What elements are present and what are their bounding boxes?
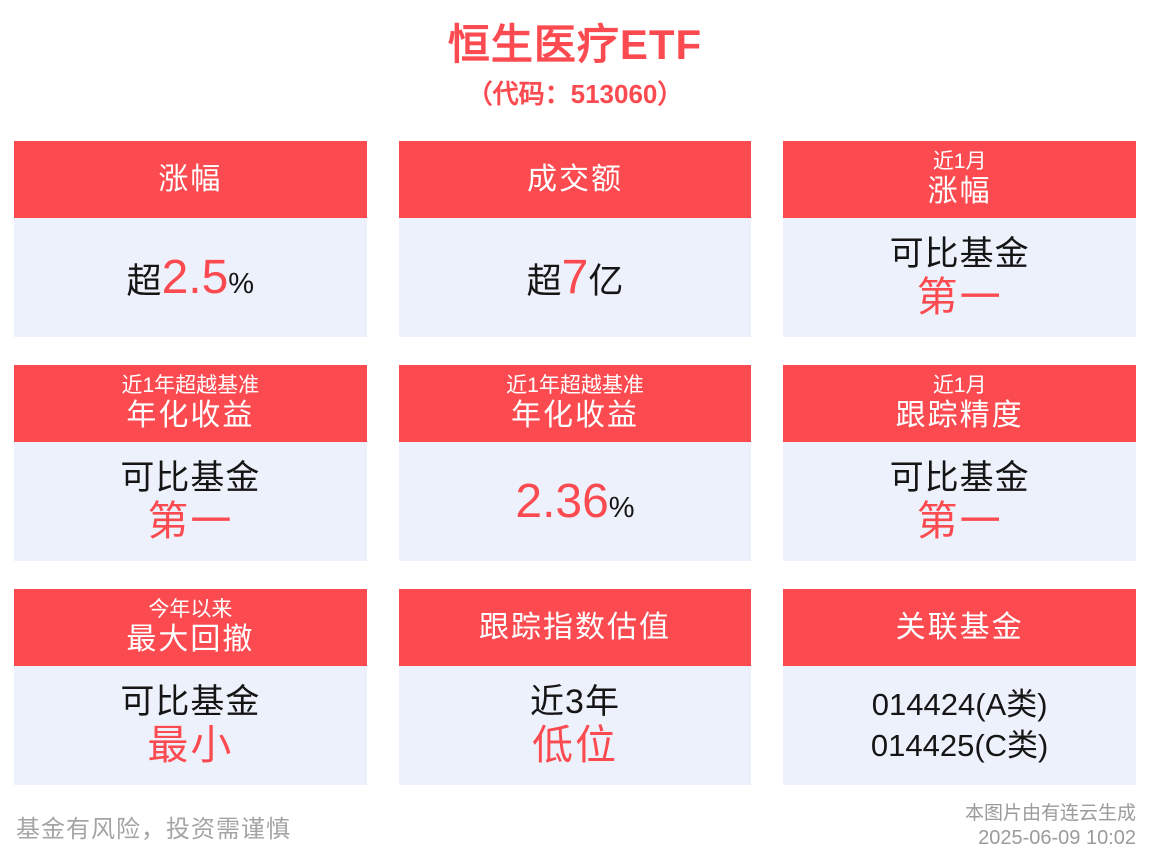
card-index-valuation: 跟踪指数估值 近3年 低位: [398, 589, 752, 785]
card-1y-excess-return-value: 近1年超越基准 年化收益 2.36%: [398, 365, 752, 561]
stat-line: 超2.5%: [127, 250, 255, 305]
footer-source: 本图片由有连云生成: [964, 803, 1136, 825]
card-related-funds: 关联基金 014424(A类) 014425(C类): [783, 589, 1136, 785]
card-header: 近1年超越基准 年化收益: [14, 365, 367, 442]
card-header-subtitle: 今年以来: [148, 597, 233, 621]
card-header: 关联基金: [783, 589, 1136, 666]
card-header-title: 涨幅: [158, 162, 223, 196]
footer-timestamp: 2025-06-09 10:02: [978, 826, 1136, 849]
stat-label: 近3年: [530, 682, 620, 721]
stat-highlight: 低位: [531, 722, 618, 769]
card-header-title: 年化收益: [510, 399, 639, 433]
card-change: 涨幅 超2.5%: [14, 141, 367, 337]
stat-prefix: 超: [126, 261, 162, 301]
footer-disclaimer: 基金有风险，投资需谨慎: [16, 816, 291, 843]
card-header: 近1月 跟踪精度: [783, 365, 1136, 442]
card-header: 涨幅: [14, 141, 367, 218]
stat-unit: %: [228, 267, 255, 300]
card-1m-change-rank: 近1月 涨幅 可比基金 第一: [783, 141, 1136, 337]
stat-unit: 亿: [588, 261, 624, 301]
fund-code-a: 014424(A类): [871, 687, 1048, 723]
card-header-title: 成交额: [526, 162, 623, 196]
footer-attribution: 本图片由有连云生成 2025-06-09 10:02: [965, 802, 1136, 850]
card-body: 近3年 低位: [398, 666, 752, 785]
stat-unit: %: [608, 491, 635, 524]
stat-label: 可比基金: [889, 458, 1030, 497]
stat-value: 7: [561, 250, 589, 304]
stat-highlight: 最小: [147, 722, 234, 769]
stat-value: 2.36: [515, 474, 609, 528]
stats-grid: 涨幅 超2.5% 成交额 超7亿 近1月 涨幅 可比基金 第一: [14, 141, 1136, 785]
card-header: 近1年超越基准 年化收益: [398, 365, 752, 442]
page-subtitle: （代码：513060）: [466, 79, 684, 110]
card-header-title: 涨幅: [927, 175, 992, 209]
stat-value: 2.5: [161, 250, 229, 304]
card-header-title: 关联基金: [895, 610, 1024, 644]
stat-label: 可比基金: [120, 458, 261, 497]
card-body: 014424(A类) 014425(C类): [783, 666, 1136, 785]
stat-label: 可比基金: [120, 682, 261, 721]
card-body: 可比基金 第一: [783, 442, 1136, 561]
card-body: 超2.5%: [14, 218, 367, 337]
stat-line: 超7亿: [527, 250, 624, 305]
card-1y-excess-return-rank: 近1年超越基准 年化收益 可比基金 第一: [14, 365, 367, 561]
card-header: 今年以来 最大回撤: [14, 589, 367, 666]
card-header-title: 最大回撤: [126, 623, 255, 657]
card-header: 近1月 涨幅: [783, 141, 1136, 218]
card-header-subtitle: 近1年超越基准: [506, 373, 644, 397]
card-1m-tracking-rank: 近1月 跟踪精度 可比基金 第一: [783, 365, 1136, 561]
card-header-title: 年化收益: [126, 399, 255, 433]
fund-code-c: 014425(C类): [870, 727, 1049, 763]
card-body: 可比基金 最小: [14, 666, 367, 785]
card-body: 可比基金 第一: [783, 218, 1136, 337]
stat-label: 可比基金: [889, 234, 1030, 273]
page-title: 恒生医疗ETF: [447, 21, 703, 68]
card-header-subtitle: 近1年超越基准: [121, 373, 260, 397]
card-body: 超7亿: [398, 218, 752, 337]
card-header-title: 跟踪精度: [895, 399, 1024, 433]
stat-line: 2.36%: [515, 474, 634, 529]
card-header: 跟踪指数估值: [398, 589, 752, 666]
card-body: 可比基金 第一: [14, 442, 367, 561]
card-header-subtitle: 近1月: [932, 373, 987, 397]
card-turnover: 成交额 超7亿: [398, 141, 752, 337]
stat-highlight: 第一: [147, 498, 234, 545]
card-header-subtitle: 近1月: [932, 149, 987, 173]
card-header-title: 跟踪指数估值: [478, 610, 671, 644]
stat-prefix: 超: [526, 261, 562, 301]
stat-highlight: 第一: [916, 274, 1003, 321]
card-ytd-drawdown-rank: 今年以来 最大回撤 可比基金 最小: [14, 589, 367, 785]
card-body: 2.36%: [398, 442, 752, 561]
card-header: 成交额: [398, 141, 752, 218]
stat-highlight: 第一: [916, 498, 1003, 545]
